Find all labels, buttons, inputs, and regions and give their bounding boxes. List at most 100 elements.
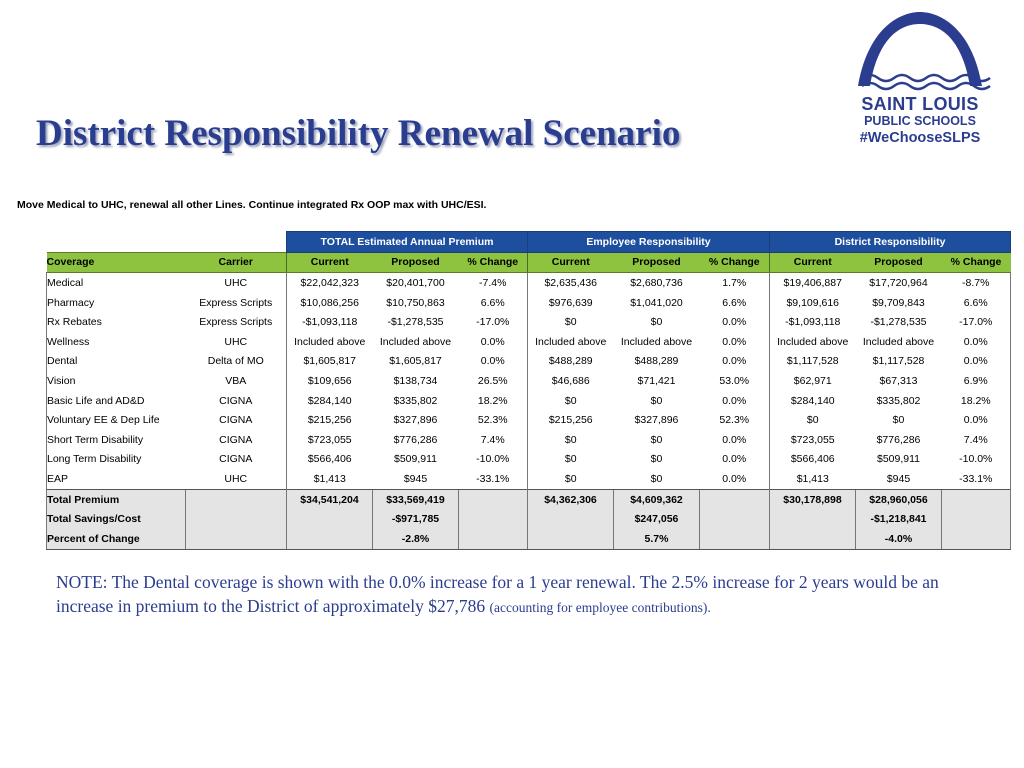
totals-cell: -4.0% [855,528,942,550]
totals-cell [185,528,287,550]
table-cell: -$1,278,535 [870,316,927,329]
table-cell: Included above [862,335,935,348]
table-cell: $0 [650,394,663,407]
column-header-row: Coverage Carrier Current Proposed% Change Cu… [46,251,1011,274]
table-cell: 6.6% [480,296,505,309]
table-cell: $0 [769,410,856,430]
totals-cell [527,528,614,550]
table-cell: $46,686 [527,371,614,391]
table-cell: $335,802 [393,394,438,407]
totals-label: Percent of Change [46,528,186,550]
totals-label: Total Savings/Cost [46,509,186,529]
table-cell: $1,605,817 [286,351,373,372]
table-cell: $10,086,256 [286,292,373,313]
table-cell: $0 [892,414,905,427]
table-cell: 0.0% [722,335,747,348]
table-cell: 53.0% [719,374,750,387]
arch-icon [858,12,991,91]
table-cell: 52.3% [719,414,750,427]
table-cell: 7.4% [480,433,505,446]
table-cell: $776,286 [876,433,921,446]
table-cell: 7.4% [941,429,1011,450]
table-cell: -$1,093,118 [769,312,856,332]
table-cell: UHC [224,276,248,289]
table-cell: Included above [379,335,452,348]
totals-cell: $33,569,419 [372,488,459,510]
totals-row: Percent of Change -2.8% 5.7% -4.0% [46,528,1011,550]
totals-cell [699,488,770,510]
coverage-cell: EAP [46,469,186,490]
table-cell: CIGNA [219,394,253,407]
table-cell: $0 [527,429,614,450]
table-cell: Included above [620,335,693,348]
totals-cell [185,488,287,510]
table-cell: 0.0% [941,410,1011,430]
table-cell: $67,313 [879,374,918,387]
slps-logo: SAINT LOUIS PUBLIC SCHOOLS #WeChooseSLPS [844,8,996,148]
column-header: % Change [941,251,1011,274]
table-cell: $566,406 [769,449,856,470]
column-header: Proposed [855,251,942,274]
table-cell: $1,605,817 [389,355,442,368]
slide-title: District Responsibility Renewal Scenario [36,113,681,154]
totals-cell: $247,056 [613,509,700,529]
column-header: Proposed [613,251,700,274]
note-text: NOTE: The Dental coverage is shown with … [56,572,939,616]
table-cell: 26.5% [477,374,508,387]
table-cell: $215,256 [286,410,373,430]
coverage-cell: Voluntary EE & Dep Life [46,410,186,430]
column-header: Current [769,251,856,274]
table-cell: $9,109,616 [769,292,856,313]
table-cell: $945 [886,472,911,485]
table-cell: 52.3% [477,414,508,427]
table-row: Short Term Disability CIGNA $723,055 $776,2… [46,429,1011,450]
totals-cell [458,509,528,529]
table-cell: 18.2% [477,394,508,407]
totals-cell: -2.8% [372,528,459,550]
table-cell: $1,413 [286,469,373,490]
table-cell: UHC [224,472,248,485]
table-cell: 0.0% [722,316,747,329]
totals-cell [941,509,1011,529]
table-cell: 0.0% [941,331,1011,352]
totals-cell [458,528,528,550]
table-cell: CIGNA [219,453,253,466]
table-cell: $284,140 [769,390,856,411]
table-cell: $284,140 [286,390,373,411]
table-cell: -33.1% [476,472,510,485]
table-cell: -17.0% [476,316,510,329]
coverage-cell: Pharmacy [46,292,186,313]
totals-cell: $30,178,898 [769,488,856,510]
totals-cell [699,509,770,529]
table-cell: 0.0% [722,472,747,485]
table-cell: $19,406,887 [769,272,856,293]
table-cell: $9,709,843 [872,296,925,309]
column-header: Current [527,251,614,274]
table-cell: -7.4% [479,276,507,289]
table-cell: Delta of MO [207,355,264,368]
table-cell: 6.6% [941,292,1011,313]
table-cell: 0.0% [722,453,747,466]
totals-cell [458,488,528,510]
table-cell: CIGNA [219,433,253,446]
table-cell: $1,117,528 [769,351,856,372]
table-cell: $976,639 [527,292,614,313]
totals-cell: -$1,218,841 [855,509,942,529]
table-cell: $945 [403,472,428,485]
table-row: Dental Delta of MO $1,605,817 $1,605,817 0.0… [46,351,1011,372]
coverage-cell: Basic Life and AD&D [46,390,186,411]
table-cell: $0 [527,469,614,490]
table-cell: $509,911 [393,453,437,466]
table-row: Pharmacy Express Scripts $10,086,256 $10,75… [46,292,1011,313]
table-cell: $488,289 [527,351,614,372]
note-parenthetical: (accounting for employee contributions). [489,600,711,615]
table-row: Medical UHC $22,042,323 $20,401,700 -7.4% $2,… [46,272,1011,293]
logo-hashtag: #WeChooseSLPS [859,130,981,146]
coverage-cell: Medical [46,272,186,293]
table-cell: $0 [650,433,663,446]
totals-cell [699,528,770,550]
table-cell: Included above [769,331,856,352]
coverage-cell: Long Term Disability [46,449,186,470]
coverage-cell: Short Term Disability [46,429,186,450]
totals-cell: $4,609,362 [613,488,700,510]
